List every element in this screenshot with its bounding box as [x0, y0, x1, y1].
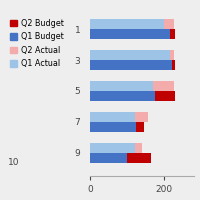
Bar	[90, 50, 170, 60]
Bar	[90, 19, 164, 29]
Bar	[90, 112, 135, 122]
Bar	[90, 29, 170, 39]
Bar	[90, 91, 155, 101]
Bar	[135, 143, 142, 153]
Bar	[90, 81, 153, 91]
Bar	[136, 122, 144, 132]
Bar	[90, 60, 172, 70]
Bar	[172, 60, 175, 70]
Bar	[135, 112, 148, 122]
Bar	[170, 29, 175, 39]
Text: 10: 10	[8, 158, 19, 167]
Bar	[127, 153, 151, 163]
Bar	[164, 19, 174, 29]
Bar	[90, 122, 136, 132]
Bar	[170, 50, 174, 60]
Bar	[155, 91, 175, 101]
Bar	[90, 153, 127, 163]
Legend: Q2 Budget, Q1 Budget, Q2 Actual, Q1 Actual: Q2 Budget, Q1 Budget, Q2 Actual, Q1 Actu…	[9, 17, 65, 70]
Bar	[90, 143, 135, 153]
Bar	[153, 81, 174, 91]
